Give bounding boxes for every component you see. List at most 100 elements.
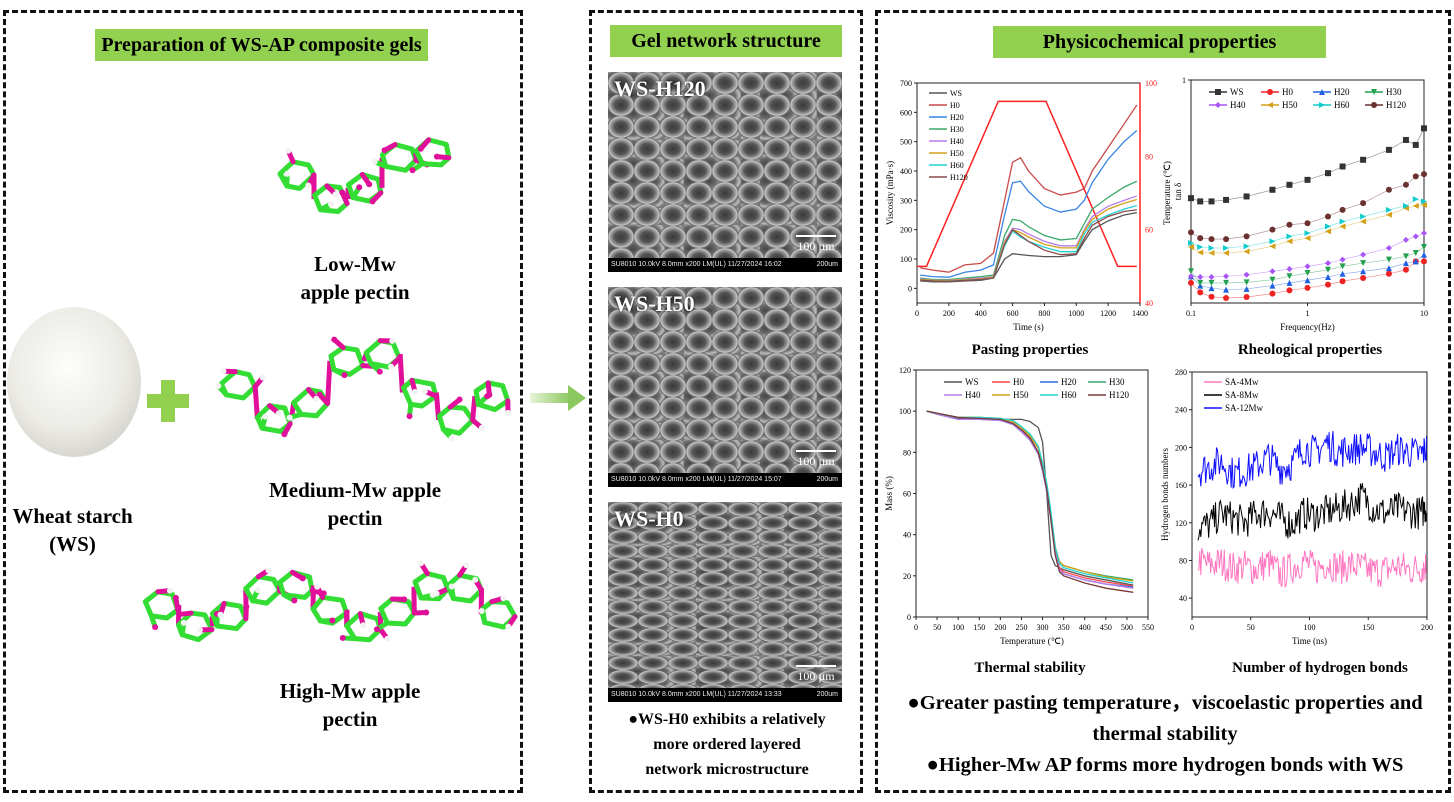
series-line-H20 bbox=[920, 130, 1138, 278]
atom bbox=[265, 567, 272, 574]
marker-triangle-down bbox=[1385, 256, 1392, 263]
atom bbox=[217, 611, 224, 618]
ring bbox=[436, 404, 476, 436]
atom bbox=[314, 583, 321, 590]
marker-triangle-right bbox=[1286, 233, 1293, 240]
legend-label: H20 bbox=[950, 113, 964, 122]
label-line: Wheat starch bbox=[12, 504, 133, 528]
temperature-line bbox=[917, 100, 1137, 268]
high-mw-pectin-label: High-Mw apple pectin bbox=[255, 677, 445, 733]
sem-image-ws-h50: WS-H50 100 µm SU8010 10.0kV 8.0mm x200 LM(… bbox=[608, 287, 842, 487]
marker-triangle-up bbox=[1325, 273, 1332, 280]
marker-circle bbox=[1223, 295, 1230, 302]
x-tick-label: 200 bbox=[994, 623, 1006, 632]
ring bbox=[254, 403, 293, 434]
atom bbox=[299, 575, 306, 582]
atom bbox=[381, 147, 388, 154]
glycosidic-bond bbox=[325, 360, 333, 404]
marker-diamond bbox=[1286, 266, 1293, 273]
legend-label: WS bbox=[1230, 87, 1244, 97]
legend-label: H120 bbox=[1109, 390, 1129, 400]
glycosidic-bond bbox=[470, 395, 478, 421]
x-tick-label: 400 bbox=[975, 309, 987, 318]
series-line-H0 bbox=[920, 104, 1138, 273]
atom bbox=[463, 562, 470, 569]
legend-label: H120 bbox=[950, 173, 968, 182]
sem-info-bar: SU8010 10.0kV 8.0mm x200 LM(UL) 11/27/20… bbox=[608, 258, 842, 272]
legend-label: H40 bbox=[950, 137, 964, 146]
marker-square bbox=[1325, 170, 1332, 177]
label-line: apple pectin bbox=[300, 280, 410, 304]
label-line: (WS) bbox=[49, 532, 96, 556]
legend-label: SA-12Mw bbox=[1225, 403, 1264, 413]
marker-triangle-down bbox=[1223, 279, 1230, 286]
series-line-SA-4Mw bbox=[1197, 547, 1427, 589]
marker-triangle-right bbox=[1339, 218, 1346, 225]
marker-triangle-down bbox=[1208, 279, 1215, 286]
wheat-starch-label: Wheat starch (WS) bbox=[0, 502, 145, 558]
marker-square bbox=[1223, 196, 1230, 203]
ring bbox=[277, 159, 317, 191]
y-tick-label: 700 bbox=[900, 79, 912, 88]
marker-triangle-up bbox=[1385, 265, 1392, 272]
atom bbox=[313, 395, 320, 402]
y-tick-label: 400 bbox=[900, 167, 912, 176]
x-tick-label: 0 bbox=[914, 623, 918, 632]
marker-circle bbox=[1188, 229, 1194, 236]
marker-triangle-left bbox=[1412, 202, 1419, 209]
atom bbox=[478, 608, 485, 615]
marker-triangle-right bbox=[1208, 244, 1215, 251]
sem-info-bar: SU8010 10.0kV 8.0mm x200 LM(UL) 11/27/20… bbox=[608, 473, 842, 487]
marker-circle bbox=[1371, 102, 1377, 108]
sem-info: SU8010 10.0kV 8.0mm x200 LM(UL) 11/27/20… bbox=[611, 476, 782, 483]
sem-image-ws-h0: WS-H0 100 µm SU8010 10.0kV 8.0mm x200 LM(U… bbox=[608, 502, 842, 702]
marker-circle bbox=[1267, 89, 1273, 95]
marker-square bbox=[1243, 193, 1250, 200]
atom bbox=[423, 609, 430, 616]
marker-circle bbox=[1197, 289, 1204, 296]
marker-circle bbox=[1421, 171, 1427, 178]
marker-triangle-down bbox=[1325, 266, 1332, 273]
legend-label: H40 bbox=[965, 390, 981, 400]
atom bbox=[215, 382, 222, 389]
marker-circle bbox=[1402, 266, 1409, 273]
marker-circle bbox=[1304, 220, 1311, 227]
marker-triangle-up bbox=[1208, 285, 1215, 292]
marker-square bbox=[1402, 136, 1409, 143]
series-line-H40 bbox=[920, 195, 1138, 281]
marker-triangle-down bbox=[1243, 279, 1250, 286]
y-tick-label: 120 bbox=[1175, 519, 1187, 528]
ring bbox=[473, 380, 511, 413]
scale-bar: 100 µm bbox=[796, 665, 836, 684]
marker-circle bbox=[1188, 279, 1194, 286]
ring bbox=[412, 570, 451, 602]
marker-diamond bbox=[1269, 268, 1276, 275]
marker-circle bbox=[1339, 278, 1346, 285]
atom bbox=[406, 413, 413, 420]
marker-triangle-right bbox=[1197, 244, 1204, 251]
atom bbox=[384, 635, 391, 642]
y-axis-label: Hydrogen bonds numbers bbox=[1160, 448, 1170, 541]
conclusion-line: ●Greater pasting temperature，viscoelasti… bbox=[907, 692, 1423, 714]
marker-circle bbox=[1286, 287, 1293, 294]
atom bbox=[281, 431, 288, 438]
y-tick-label: 160 bbox=[1175, 481, 1187, 490]
label-line: Medium-Mw apple bbox=[268, 478, 442, 502]
plus-icon bbox=[147, 380, 189, 422]
marker-triangle-down bbox=[1360, 260, 1367, 267]
atom bbox=[504, 409, 511, 416]
series-line-H60 bbox=[926, 410, 1134, 584]
x-tick-label: 300 bbox=[1037, 623, 1049, 632]
scale-label: 100 µm bbox=[797, 669, 835, 683]
marker-triangle-down bbox=[1339, 263, 1346, 270]
marker-triangle-up bbox=[1402, 260, 1409, 267]
marker-triangle-right bbox=[1304, 230, 1311, 237]
atom bbox=[456, 396, 463, 403]
y2-tick-label: 40 bbox=[1145, 299, 1153, 308]
x-tick-label: 250 bbox=[1015, 623, 1027, 632]
y2-tick-label: 60 bbox=[1145, 226, 1153, 235]
atom bbox=[275, 410, 282, 417]
note-line: more ordered layered bbox=[653, 736, 801, 753]
y-axis-label: Mass (%) bbox=[884, 476, 894, 511]
